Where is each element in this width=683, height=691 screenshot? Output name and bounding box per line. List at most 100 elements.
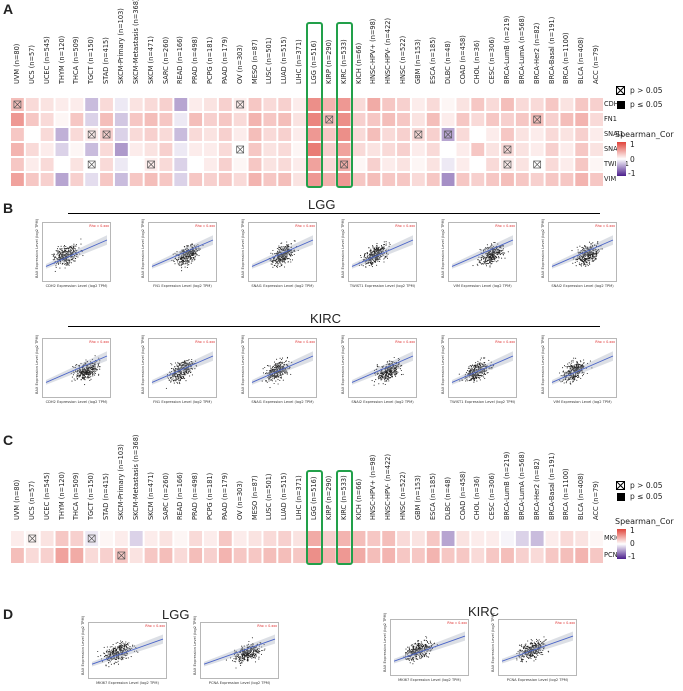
scatter-point — [578, 252, 580, 254]
scatter-point — [267, 376, 269, 379]
scatter-point — [282, 370, 284, 372]
scatter-point — [87, 365, 89, 367]
scatter-point — [384, 375, 386, 377]
scatter-point — [368, 247, 370, 249]
gene-row-label: SNAI2 — [604, 144, 624, 153]
scatter-point — [488, 255, 490, 257]
cancer-type-label: KIRP (n=290) — [324, 39, 333, 84]
scatter-plot — [88, 622, 167, 679]
scatter-point — [375, 369, 377, 371]
scatter-point — [120, 658, 122, 660]
scatter-point — [125, 655, 127, 657]
scatter-point — [187, 245, 190, 247]
scatter-point — [60, 245, 62, 247]
scatter-point — [572, 380, 574, 382]
scatter-point — [285, 252, 287, 254]
scatter-point — [241, 662, 243, 664]
heatmap-cell — [397, 98, 410, 111]
scatter-point — [249, 650, 251, 652]
scatter-point — [250, 649, 253, 652]
scatter-point — [110, 652, 112, 654]
scatter-point — [476, 377, 478, 379]
scatter-point — [560, 374, 562, 377]
scatter-point — [394, 365, 396, 367]
scatter-point — [380, 245, 383, 247]
scatter-point — [577, 364, 579, 366]
scatter-point — [82, 367, 84, 369]
scatter-point — [502, 248, 504, 250]
scatter-point — [186, 259, 188, 261]
scatter-point — [485, 263, 487, 265]
scatter-point — [269, 260, 271, 262]
heatmap-cell — [308, 113, 321, 126]
scatter-point — [487, 248, 489, 250]
regression-line — [551, 355, 614, 383]
scatter-point — [569, 375, 571, 377]
scatter-point — [192, 254, 194, 257]
scatter-point — [280, 265, 282, 267]
scatter-point — [385, 374, 387, 376]
heatmap-cell — [159, 113, 173, 126]
scatter-point — [75, 243, 77, 246]
heatmap-cell — [100, 531, 113, 546]
scatter-point — [277, 374, 279, 376]
scatter-point — [126, 646, 128, 648]
scatter-point — [280, 251, 282, 253]
colorbar-a-tick-1: 1 — [630, 140, 635, 149]
scatter-point — [284, 371, 286, 373]
scatter-point — [258, 656, 260, 658]
scatter-point — [486, 365, 488, 367]
scatter-point — [166, 373, 169, 376]
heatmap-cell — [456, 98, 470, 111]
scatter-point — [476, 380, 478, 382]
scatter-point — [109, 655, 111, 657]
cancer-type-label: PCPG (n=181) — [206, 472, 215, 520]
heatmap-cell — [367, 548, 381, 563]
heatmap-cell — [382, 143, 396, 156]
scatter-point — [99, 366, 101, 368]
scatter-point — [97, 364, 99, 367]
scatter-point — [587, 259, 589, 261]
scatter-point — [276, 369, 278, 372]
scatter-point — [278, 257, 280, 259]
scatter-point — [369, 262, 371, 264]
heatmap-cell — [367, 158, 381, 171]
scatter-point — [118, 652, 120, 654]
scatter-point — [277, 379, 279, 381]
scatter-point — [191, 260, 193, 262]
scatter-point — [175, 369, 177, 371]
scatter-point — [181, 257, 183, 259]
scatter-point — [113, 650, 115, 652]
scatter-point — [577, 249, 579, 251]
scatter-point — [472, 265, 474, 267]
scatter-point — [115, 656, 118, 658]
scatter-point — [175, 372, 177, 374]
scatter-point — [119, 646, 121, 648]
scatter-point — [573, 369, 575, 372]
plot-y-label: BAX Expression Level (log2 TPM) — [341, 335, 345, 394]
scatter-point — [483, 372, 485, 374]
scatter-point — [184, 360, 186, 362]
scatter-point — [492, 255, 494, 257]
scatter-point — [365, 258, 367, 260]
scatter-point — [396, 370, 398, 372]
heatmap-cell — [70, 98, 84, 111]
scatter-point — [575, 265, 577, 267]
scatter-point — [59, 249, 61, 251]
confidence-band — [92, 634, 163, 667]
scatter-point — [179, 365, 181, 367]
heatmap-cell — [263, 173, 277, 186]
scatter-point — [182, 258, 184, 260]
heatmap-cell — [204, 531, 217, 546]
scatter-point — [591, 367, 593, 369]
scatter-point — [179, 371, 181, 373]
ns-mark — [236, 145, 245, 154]
scatter-point — [577, 258, 579, 260]
scatter-point — [285, 361, 287, 363]
scatter-point — [74, 245, 76, 247]
scatter-point — [581, 263, 583, 265]
scatter-point — [576, 364, 578, 366]
heatmap-cell — [233, 128, 247, 141]
cancer-type-label: TGCT (n=150) — [87, 36, 96, 84]
scatter-point — [112, 658, 114, 660]
